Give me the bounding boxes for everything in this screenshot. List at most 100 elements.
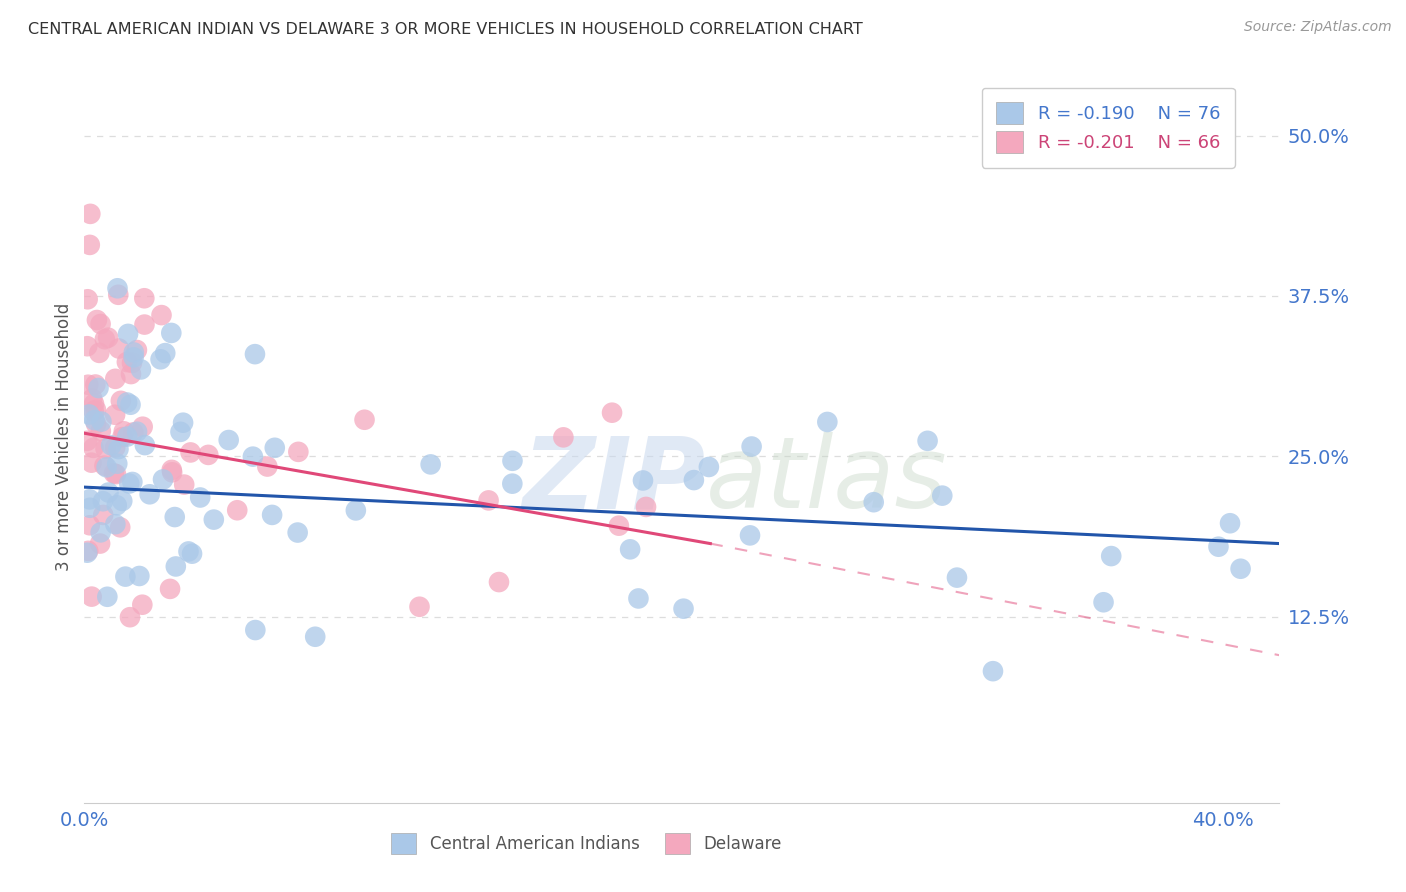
Text: CENTRAL AMERICAN INDIAN VS DELAWARE 3 OR MORE VEHICLES IN HOUSEHOLD CORRELATION : CENTRAL AMERICAN INDIAN VS DELAWARE 3 OR… xyxy=(28,22,863,37)
Point xyxy=(197,448,219,462)
Point xyxy=(627,591,650,606)
Point xyxy=(152,472,174,486)
Point xyxy=(488,575,510,590)
Point xyxy=(202,513,225,527)
Point xyxy=(117,326,139,341)
Point xyxy=(138,487,160,501)
Point xyxy=(672,601,695,615)
Point xyxy=(112,425,135,439)
Point xyxy=(111,494,134,508)
Point xyxy=(501,454,523,468)
Point xyxy=(1208,540,1230,554)
Point xyxy=(79,500,101,515)
Point xyxy=(120,367,142,381)
Point xyxy=(477,493,499,508)
Point xyxy=(110,520,132,534)
Point xyxy=(84,377,107,392)
Point xyxy=(107,287,129,301)
Point xyxy=(245,623,267,637)
Point xyxy=(122,425,145,440)
Point xyxy=(263,441,285,455)
Point xyxy=(100,438,122,452)
Point xyxy=(83,397,105,411)
Y-axis label: 3 or more Vehicles in Household: 3 or more Vehicles in Household xyxy=(55,303,73,571)
Point xyxy=(79,518,101,533)
Point xyxy=(150,308,173,322)
Point xyxy=(77,377,100,392)
Point xyxy=(1219,516,1241,531)
Point xyxy=(1229,562,1251,576)
Point xyxy=(76,339,98,353)
Point xyxy=(111,430,134,444)
Point xyxy=(160,463,183,477)
Point xyxy=(501,476,523,491)
Point xyxy=(177,544,200,558)
Legend: Central American Indians, Delaware: Central American Indians, Delaware xyxy=(385,827,787,860)
Point xyxy=(84,417,107,431)
Point xyxy=(149,352,172,367)
Point xyxy=(738,528,761,542)
Point xyxy=(103,467,125,481)
Point xyxy=(91,494,114,508)
Point xyxy=(159,582,181,596)
Point xyxy=(90,415,112,429)
Point xyxy=(84,402,107,417)
Point xyxy=(419,458,441,472)
Point xyxy=(634,500,657,514)
Point xyxy=(946,571,969,585)
Point xyxy=(107,442,129,456)
Point xyxy=(287,445,309,459)
Point xyxy=(118,476,141,491)
Point xyxy=(180,445,202,459)
Point xyxy=(86,313,108,327)
Point xyxy=(131,419,153,434)
Point xyxy=(83,413,105,427)
Point xyxy=(104,467,127,482)
Point xyxy=(242,450,264,464)
Point xyxy=(114,569,136,583)
Point xyxy=(76,434,98,448)
Point xyxy=(77,544,100,558)
Point xyxy=(115,355,138,369)
Point xyxy=(353,413,375,427)
Point xyxy=(80,456,103,470)
Point xyxy=(304,630,326,644)
Point xyxy=(600,406,623,420)
Point xyxy=(97,485,120,500)
Point xyxy=(125,343,148,357)
Point xyxy=(91,508,114,522)
Point xyxy=(256,459,278,474)
Point xyxy=(408,599,430,614)
Point xyxy=(87,381,110,395)
Point xyxy=(134,291,156,305)
Point xyxy=(917,434,939,448)
Point xyxy=(1092,595,1115,609)
Point xyxy=(1099,549,1122,563)
Point xyxy=(134,438,156,452)
Point xyxy=(129,362,152,376)
Point xyxy=(90,525,112,540)
Point xyxy=(77,408,100,422)
Point xyxy=(80,590,103,604)
Point xyxy=(110,393,132,408)
Point xyxy=(104,517,127,532)
Point xyxy=(79,207,101,221)
Point xyxy=(155,346,177,360)
Point xyxy=(82,441,104,455)
Point xyxy=(115,395,138,409)
Point xyxy=(105,457,128,471)
Point xyxy=(631,474,654,488)
Point xyxy=(128,569,150,583)
Point xyxy=(160,465,183,479)
Point xyxy=(607,518,630,533)
Point xyxy=(173,477,195,491)
Point xyxy=(134,318,156,332)
Point xyxy=(165,559,187,574)
Point xyxy=(741,440,763,454)
Point xyxy=(697,460,720,475)
Point xyxy=(118,610,141,624)
Point xyxy=(163,510,186,524)
Point xyxy=(79,492,101,507)
Point xyxy=(121,356,143,370)
Point xyxy=(243,347,266,361)
